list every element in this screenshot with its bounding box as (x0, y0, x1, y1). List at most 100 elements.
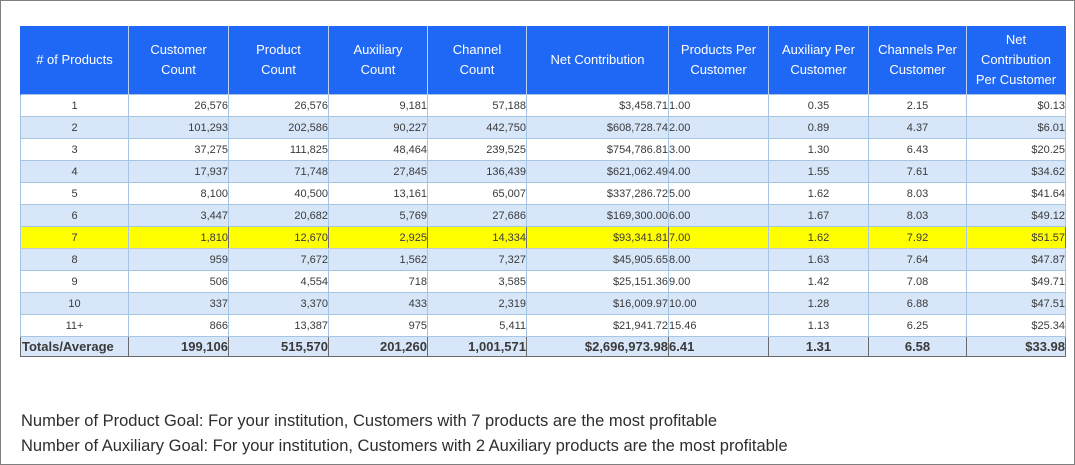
cell-channels-per-customer: 6.25 (868, 314, 967, 337)
cell-product-count: 3,370 (228, 292, 329, 315)
totals-channel-count: 1,001,571 (427, 336, 527, 357)
cell-net-contribution: $93,341.81 (526, 226, 669, 249)
totals-row: Totals/Average 199,106 515,570 201,260 1… (20, 336, 1066, 357)
cell-net-contribution: $169,300.00 (526, 204, 669, 227)
table-row: 3 37,275 111,825 48,464 239,525 $754,786.81 3.… (20, 138, 1066, 161)
auxiliary-goal-note: Number of Auxiliary Goal: For your insti… (21, 437, 788, 455)
cell-customer-count: 866 (128, 314, 229, 337)
cell-num-products: 11+ (20, 314, 129, 337)
table-row: 4 17,937 71,748 27,845 136,439 $621,062.49 4.0… (20, 160, 1066, 183)
cell-auxiliary-count: 718 (328, 270, 428, 293)
cell-channels-per-customer: 7.92 (868, 226, 967, 249)
cell-net-contribution: $21,941.72 (526, 314, 669, 337)
header-net-contribution-per-customer: Net Contribution Per Customer (966, 26, 1066, 95)
cell-product-count: 111,825 (228, 138, 329, 161)
totals-auxiliary-per-customer: 1.31 (768, 336, 869, 357)
cell-channel-count: 57,188 (427, 94, 527, 117)
cell-products-per-customer: 6.00 (668, 204, 769, 227)
cell-products-per-customer: 5.00 (668, 182, 769, 205)
cell-auxiliary-count: 27,845 (328, 160, 428, 183)
cell-num-products: 5 (20, 182, 129, 205)
cell-auxiliary-per-customer: 1.13 (768, 314, 869, 337)
cell-net-contribution-per-customer: $25.34 (966, 314, 1066, 337)
cell-channel-count: 136,439 (427, 160, 527, 183)
cell-channel-count: 442,750 (427, 116, 527, 139)
cell-net-contribution: $3,458.71 (526, 94, 669, 117)
cell-customer-count: 101,293 (128, 116, 229, 139)
cell-customer-count: 17,937 (128, 160, 229, 183)
header-customer-count: Customer Count (128, 26, 229, 95)
cell-net-contribution-per-customer: $47.51 (966, 292, 1066, 315)
cell-products-per-customer: 4.00 (668, 160, 769, 183)
table-row: 2 101,293 202,586 90,227 442,750 $608,728.74 2… (20, 116, 1066, 139)
cell-product-count: 7,672 (228, 248, 329, 271)
totals-products-per-customer: 6.41 (668, 336, 769, 357)
cell-auxiliary-per-customer: 1.63 (768, 248, 869, 271)
header-row: # of Products Customer Count Product Cou… (20, 26, 1066, 95)
cell-net-contribution-per-customer: $34.62 (966, 160, 1066, 183)
header-net-contribution: Net Contribution (526, 26, 669, 95)
cell-auxiliary-count: 5,769 (328, 204, 428, 227)
cell-auxiliary-per-customer: 1.62 (768, 226, 869, 249)
table-row: 9 506 4,554 718 3,585 $25,151.36 9.00 1.42 7.08 $… (20, 270, 1066, 293)
cell-customer-count: 8,100 (128, 182, 229, 205)
cell-product-count: 26,576 (228, 94, 329, 117)
cell-channel-count: 27,686 (427, 204, 527, 227)
table-row: 8 959 7,672 1,562 7,327 $45,905.65 8.00 1.63 7.6… (20, 248, 1066, 271)
cell-net-contribution: $337,286.72 (526, 182, 669, 205)
cell-net-contribution-per-customer: $20.25 (966, 138, 1066, 161)
header-products-per-customer: Products Per Customer (668, 26, 769, 95)
cell-product-count: 71,748 (228, 160, 329, 183)
cell-auxiliary-count: 90,227 (328, 116, 428, 139)
cell-auxiliary-per-customer: 1.55 (768, 160, 869, 183)
cell-net-contribution: $608,728.74 (526, 116, 669, 139)
cell-net-contribution-per-customer: $6.01 (966, 116, 1066, 139)
cell-channel-count: 65,007 (427, 182, 527, 205)
cell-auxiliary-count: 975 (328, 314, 428, 337)
table-body: 1 26,576 26,576 9,181 57,188 $3,458.71 1.00 0.3… (20, 94, 1066, 337)
cell-products-per-customer: 3.00 (668, 138, 769, 161)
cell-channels-per-customer: 7.64 (868, 248, 967, 271)
cell-net-contribution: $754,786.81 (526, 138, 669, 161)
cell-auxiliary-per-customer: 1.28 (768, 292, 869, 315)
cell-customer-count: 959 (128, 248, 229, 271)
cell-num-products: 8 (20, 248, 129, 271)
cell-channel-count: 7,327 (427, 248, 527, 271)
cell-customer-count: 337 (128, 292, 229, 315)
cell-net-contribution: $25,151.36 (526, 270, 669, 293)
cell-channel-count: 14,334 (427, 226, 527, 249)
totals-auxiliary-count: 201,260 (328, 336, 428, 357)
cell-num-products: 1 (20, 94, 129, 117)
cell-products-per-customer: 1.00 (668, 94, 769, 117)
header-product-count: Product Count (228, 26, 329, 95)
cell-channel-count: 2,319 (427, 292, 527, 315)
header-num-products: # of Products (20, 26, 129, 95)
cell-auxiliary-per-customer: 1.62 (768, 182, 869, 205)
cell-net-contribution-per-customer: $41.64 (966, 182, 1066, 205)
totals-channels-per-customer: 6.58 (868, 336, 967, 357)
cell-net-contribution-per-customer: $49.12 (966, 204, 1066, 227)
totals-product-count: 515,570 (228, 336, 329, 357)
cell-customer-count: 1,810 (128, 226, 229, 249)
cell-auxiliary-count: 13,161 (328, 182, 428, 205)
cell-product-count: 202,586 (228, 116, 329, 139)
cell-auxiliary-count: 9,181 (328, 94, 428, 117)
cell-customer-count: 26,576 (128, 94, 229, 117)
cell-num-products: 2 (20, 116, 129, 139)
cell-net-contribution-per-customer: $0.13 (966, 94, 1066, 117)
cell-products-per-customer: 7.00 (668, 226, 769, 249)
cell-customer-count: 506 (128, 270, 229, 293)
totals-label: Totals/Average (20, 336, 129, 357)
cell-product-count: 20,682 (228, 204, 329, 227)
cell-net-contribution: $621,062.49 (526, 160, 669, 183)
cell-num-products: 9 (20, 270, 129, 293)
header-auxiliary-count: Auxiliary Count (328, 26, 428, 95)
cell-product-count: 40,500 (228, 182, 329, 205)
cell-net-contribution: $16,009.97 (526, 292, 669, 315)
table-row: 1 26,576 26,576 9,181 57,188 $3,458.71 1.00 0.3… (20, 94, 1066, 117)
goal-notes: Number of Product Goal: For your institu… (21, 409, 788, 459)
cell-customer-count: 37,275 (128, 138, 229, 161)
cell-auxiliary-per-customer: 1.30 (768, 138, 869, 161)
cell-products-per-customer: 10.00 (668, 292, 769, 315)
